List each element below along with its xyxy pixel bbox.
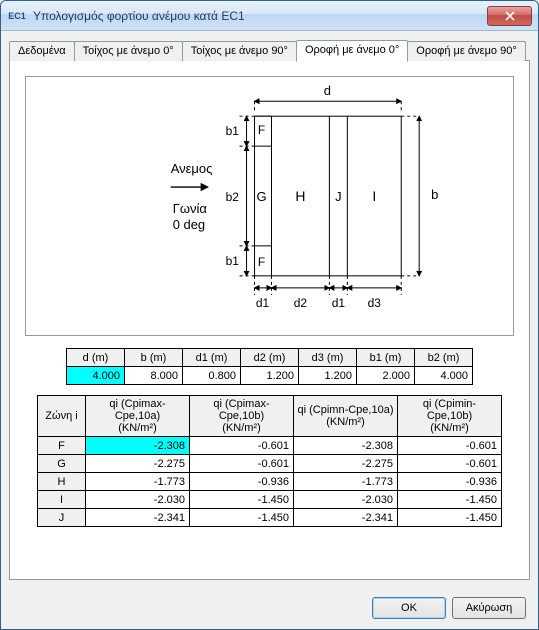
table-row: F -2.308 -0.601 -2.308 -0.601	[38, 437, 502, 455]
svg-text:H: H	[295, 188, 305, 204]
svg-text:d1: d1	[332, 296, 346, 310]
tab-roof-90[interactable]: Οροφή με άνεμο 90°	[407, 41, 525, 61]
col-header: b (m)	[125, 349, 183, 367]
svg-text:G: G	[256, 189, 266, 204]
tab-wall-0[interactable]: Τοίχος με άνεμο 0°	[74, 41, 183, 61]
cell[interactable]: -1.450	[398, 491, 502, 509]
cell[interactable]: -2.308	[294, 437, 398, 455]
cell[interactable]: -0.601	[398, 437, 502, 455]
dialog-window: EC1 Υπολογισμός φορτίου ανέμου κατά EC1 …	[0, 0, 539, 630]
table-row: d (m) b (m) d1 (m) d2 (m) d3 (m) b1 (m) …	[67, 349, 473, 367]
svg-text:d: d	[324, 83, 331, 98]
cell[interactable]: -1.450	[398, 509, 502, 527]
svg-text:Γωνία: Γωνία	[173, 201, 208, 216]
svg-text:F: F	[258, 123, 265, 137]
cell[interactable]: -2.030	[86, 491, 190, 509]
col-header: b2 (m)	[415, 349, 473, 367]
col-header: d2 (m)	[241, 349, 299, 367]
col-header: qi (Cpimn-Cpe,10a) (KN/m²)	[294, 396, 398, 437]
col-header: b1 (m)	[357, 349, 415, 367]
cell[interactable]: -2.275	[294, 455, 398, 473]
table-row: H -1.773 -0.936 -1.773 -0.936	[38, 473, 502, 491]
svg-text:d3: d3	[368, 296, 382, 310]
tab-data[interactable]: Δεδομένα	[9, 41, 75, 61]
svg-text:F: F	[258, 255, 265, 269]
cell[interactable]: -1.773	[294, 473, 398, 491]
zone-label: J	[38, 509, 86, 527]
cell[interactable]: 2.000	[357, 367, 415, 385]
ok-button[interactable]: OK	[372, 597, 446, 619]
cell[interactable]: -2.030	[294, 491, 398, 509]
col-header: qi (Cpimax-Cpe,10a) (KN/m²)	[86, 396, 190, 437]
cell[interactable]: 8.000	[125, 367, 183, 385]
svg-text:J: J	[335, 189, 341, 204]
cell[interactable]: -0.601	[190, 455, 294, 473]
dimensions-table: d (m) b (m) d1 (m) d2 (m) d3 (m) b1 (m) …	[66, 348, 473, 385]
cell[interactable]: -0.601	[190, 437, 294, 455]
cell[interactable]: 1.200	[241, 367, 299, 385]
svg-text:b1: b1	[226, 254, 240, 268]
zone-label: H	[38, 473, 86, 491]
cell[interactable]: -2.308	[86, 437, 190, 455]
cell[interactable]: -2.275	[86, 455, 190, 473]
client-area: Δεδομένα Τοίχος με άνεμο 0° Τοίχος με άν…	[1, 31, 538, 629]
tab-panel: d b F	[9, 60, 530, 580]
cell[interactable]: -1.450	[190, 491, 294, 509]
zone-label: I	[38, 491, 86, 509]
app-icon: EC1	[7, 8, 27, 24]
cell[interactable]: 1.200	[299, 367, 357, 385]
close-icon	[505, 11, 515, 21]
col-header: d3 (m)	[299, 349, 357, 367]
cell[interactable]: 4.000	[67, 367, 125, 385]
zones-table: Ζώνη i qi (Cpimax-Cpe,10a) (KN/m²) qi (C…	[37, 395, 502, 527]
col-header: qi (Cpimin-Cpe,10b) (KN/m²)	[398, 396, 502, 437]
button-bar: OK Ακύρωση	[372, 597, 526, 619]
table-row: J -2.341 -1.450 -2.341 -1.450	[38, 509, 502, 527]
table-row: Ζώνη i qi (Cpimax-Cpe,10a) (KN/m²) qi (C…	[38, 396, 502, 437]
svg-text:Ανεμος: Ανεμος	[171, 161, 213, 176]
tabstrip: Δεδομένα Τοίχος με άνεμο 0° Τοίχος με άν…	[9, 39, 530, 61]
zone-header: Ζώνη i	[38, 396, 86, 437]
roof-diagram: d b F	[25, 76, 514, 336]
table-row: G -2.275 -0.601 -2.275 -0.601	[38, 455, 502, 473]
tab-wall-90[interactable]: Τοίχος με άνεμο 90°	[182, 41, 297, 61]
svg-text:d2: d2	[294, 296, 308, 310]
cell[interactable]: -0.936	[398, 473, 502, 491]
tab-roof-0[interactable]: Οροφή με άνεμο 0°	[296, 40, 408, 62]
cell[interactable]: -2.341	[86, 509, 190, 527]
svg-text:0 deg: 0 deg	[173, 217, 205, 232]
cancel-button[interactable]: Ακύρωση	[452, 597, 526, 619]
cell[interactable]: -0.936	[190, 473, 294, 491]
svg-text:I: I	[372, 188, 376, 204]
col-header: d (m)	[67, 349, 125, 367]
cell[interactable]: -1.450	[190, 509, 294, 527]
cell[interactable]: -0.601	[398, 455, 502, 473]
table-row: 4.000 8.000 0.800 1.200 1.200 2.000 4.00…	[67, 367, 473, 385]
svg-text:b2: b2	[226, 190, 240, 204]
cell[interactable]: -1.773	[86, 473, 190, 491]
col-header: qi (Cpimax-Cpe,10b) (KN/m²)	[190, 396, 294, 437]
table-row: I -2.030 -1.450 -2.030 -1.450	[38, 491, 502, 509]
col-header: d1 (m)	[183, 349, 241, 367]
cell[interactable]: -2.341	[294, 509, 398, 527]
window-title: Υπολογισμός φορτίου ανέμου κατά EC1	[33, 9, 487, 23]
svg-text:b1: b1	[226, 124, 240, 138]
cell[interactable]: 4.000	[415, 367, 473, 385]
titlebar: EC1 Υπολογισμός φορτίου ανέμου κατά EC1	[1, 1, 538, 31]
cell[interactable]: 0.800	[183, 367, 241, 385]
zone-label: G	[38, 455, 86, 473]
zone-label: F	[38, 437, 86, 455]
close-button[interactable]	[487, 6, 532, 26]
svg-text:d1: d1	[256, 296, 270, 310]
svg-text:b: b	[431, 187, 438, 202]
